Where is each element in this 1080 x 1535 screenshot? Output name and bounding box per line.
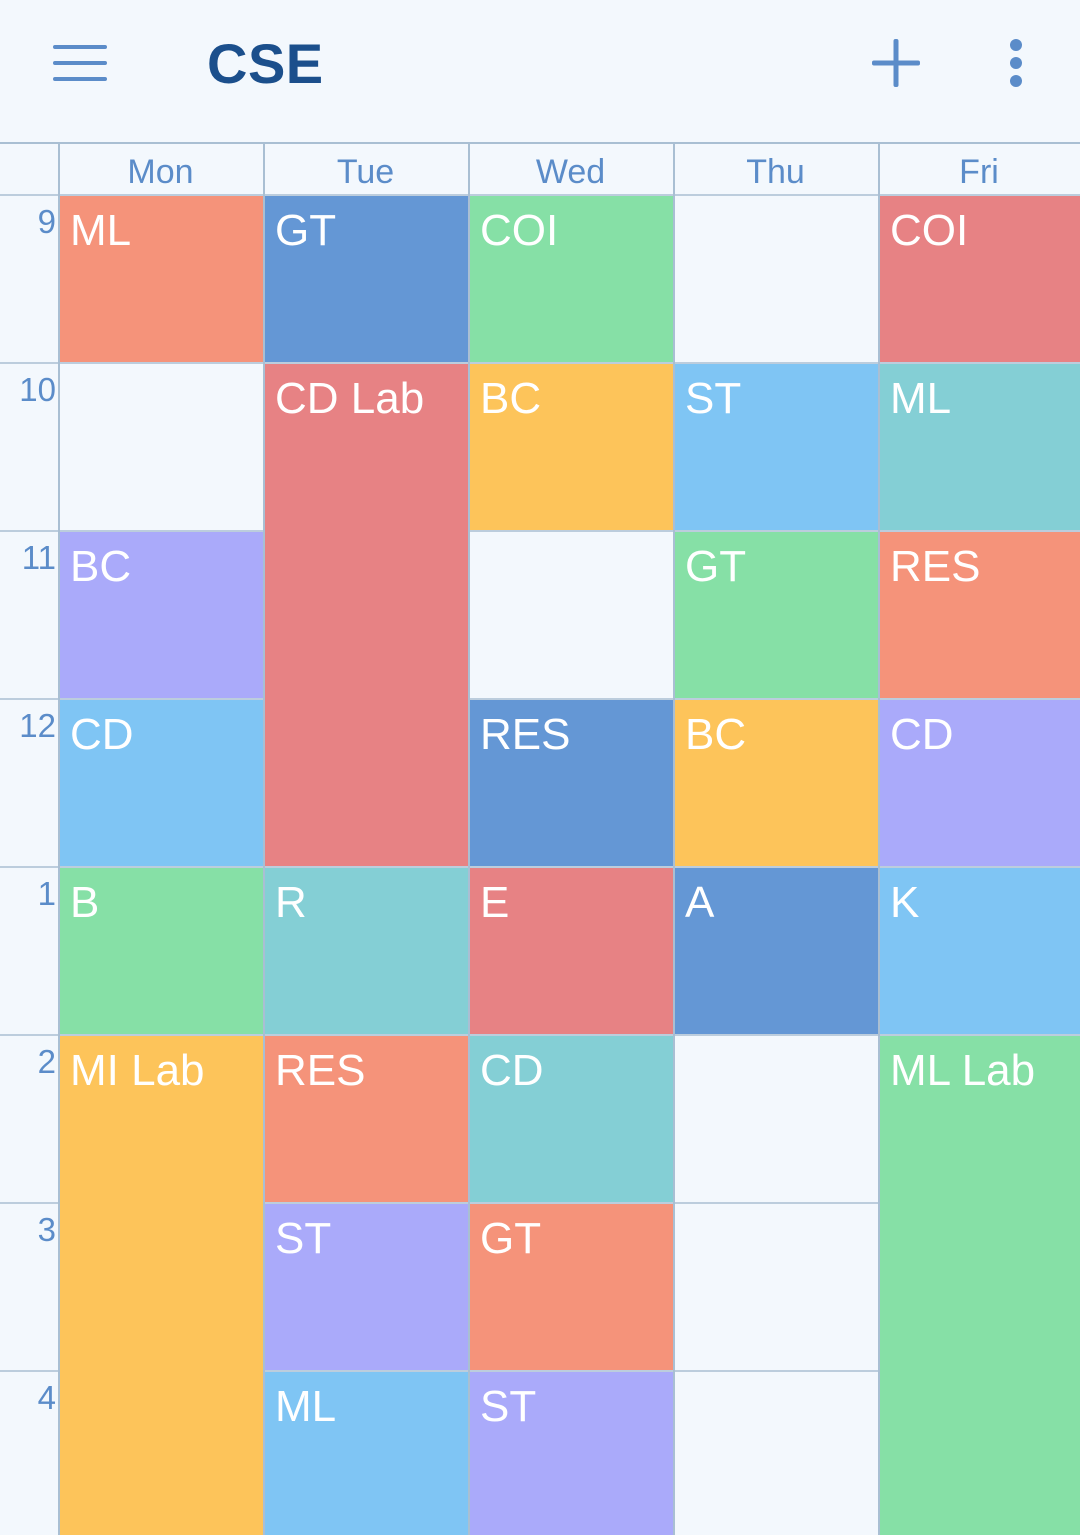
grid-column-line (468, 144, 470, 1535)
class-cell[interactable]: ST (265, 1204, 468, 1370)
app-bar: CSE (0, 0, 1080, 144)
class-label: K (890, 878, 920, 927)
class-label: GT (480, 1214, 542, 1263)
class-cell[interactable]: BC (470, 364, 673, 530)
day-header-mon: Mon (127, 153, 194, 191)
grid-column-line (263, 144, 265, 1535)
class-cell[interactable]: ML (265, 1372, 468, 1535)
class-cell[interactable]: K (880, 868, 1080, 1034)
grid-row-line (0, 1370, 1080, 1372)
class-cell[interactable]: CD (60, 700, 263, 866)
hour-label: 1 (37, 875, 56, 912)
grid-row-line (0, 530, 1080, 532)
class-label: CD (890, 710, 954, 759)
class-label: COI (480, 206, 559, 255)
grid-row-line (0, 194, 1080, 196)
class-label: BC (70, 542, 132, 591)
hour-label: 12 (19, 707, 56, 744)
class-label: CD (480, 1046, 544, 1095)
class-label: GT (275, 206, 337, 255)
class-cell[interactable]: ML Lab (880, 1036, 1080, 1535)
hour-label: 11 (21, 539, 56, 576)
day-header-fri: Fri (959, 153, 999, 191)
class-cell[interactable]: COI (880, 196, 1080, 362)
class-cell[interactable]: ST (470, 1372, 673, 1535)
class-cell[interactable]: BC (675, 700, 878, 866)
class-cell[interactable]: ML (60, 196, 263, 362)
class-label: ML (890, 374, 952, 423)
class-label: ST (685, 374, 742, 423)
timetable-grid: Mon Tue Wed Thu Fri 9 10 11 12 1 2 3 4 ML BC CD B MI Lab G… (0, 144, 1080, 1535)
grid-row-line (0, 1034, 1080, 1036)
class-label: RES (480, 710, 571, 759)
class-cell[interactable]: GT (470, 1204, 673, 1370)
day-header-tue: Tue (336, 153, 395, 191)
class-cell[interactable]: COI (470, 196, 673, 362)
plus-icon (872, 39, 920, 87)
class-cell[interactable]: CD (880, 700, 1080, 866)
hour-label: 9 (37, 203, 56, 240)
hour-label: 3 (37, 1211, 56, 1248)
class-cell[interactable]: MI Lab (60, 1036, 263, 1535)
class-label: ML (275, 1382, 337, 1431)
class-cell[interactable]: R (265, 868, 468, 1034)
page-title: CSE (207, 32, 324, 95)
class-cell[interactable]: E (470, 868, 673, 1034)
day-header-thu: Thu (746, 153, 805, 191)
class-label: B (70, 878, 100, 927)
class-label: RES (890, 542, 981, 591)
vertical-dots-icon (1010, 39, 1022, 87)
class-label: ML Lab (890, 1046, 1036, 1095)
menu-button[interactable] (40, 28, 120, 98)
grid-row-line (0, 1202, 1080, 1204)
class-label: ST (275, 1214, 332, 1263)
class-label: MI Lab (70, 1046, 205, 1095)
hour-label: 4 (37, 1379, 56, 1416)
hour-label: 2 (37, 1043, 56, 1080)
day-header-wed: Wed (535, 153, 606, 191)
class-label: GT (685, 542, 747, 591)
class-cell[interactable]: GT (675, 532, 878, 698)
class-label: CD Lab (275, 374, 425, 423)
class-cell[interactable]: ST (675, 364, 878, 530)
class-label: COI (890, 206, 969, 255)
hamburger-menu-icon (53, 45, 107, 81)
grid-row-line (0, 362, 1080, 364)
class-cell[interactable]: B (60, 868, 263, 1034)
class-cell[interactable]: RES (470, 700, 673, 866)
class-cell[interactable]: CD (470, 1036, 673, 1202)
class-cell[interactable]: ML (880, 364, 1080, 530)
grid-column-line (878, 144, 880, 1535)
grid-column-line (58, 144, 60, 1535)
class-label: R (275, 878, 307, 927)
class-label: BC (685, 710, 747, 759)
class-cell[interactable]: BC (60, 532, 263, 698)
class-cell[interactable]: A (675, 868, 878, 1034)
grid-row-line (0, 866, 1080, 868)
class-cell[interactable]: RES (880, 532, 1080, 698)
class-cell[interactable]: CD Lab (265, 364, 468, 866)
class-label: ST (480, 1382, 537, 1431)
class-label: BC (480, 374, 542, 423)
class-label: E (480, 878, 510, 927)
grid-column-line (673, 144, 675, 1535)
more-options-button[interactable] (986, 28, 1046, 98)
class-cell[interactable]: GT (265, 196, 468, 362)
class-label: CD (70, 710, 134, 759)
grid-row-line (0, 698, 1080, 700)
hour-label: 10 (19, 371, 56, 408)
class-label: A (685, 878, 715, 927)
add-class-button[interactable] (860, 28, 932, 98)
class-label: ML (70, 206, 132, 255)
class-label: RES (275, 1046, 366, 1095)
class-cell[interactable]: RES (265, 1036, 468, 1202)
